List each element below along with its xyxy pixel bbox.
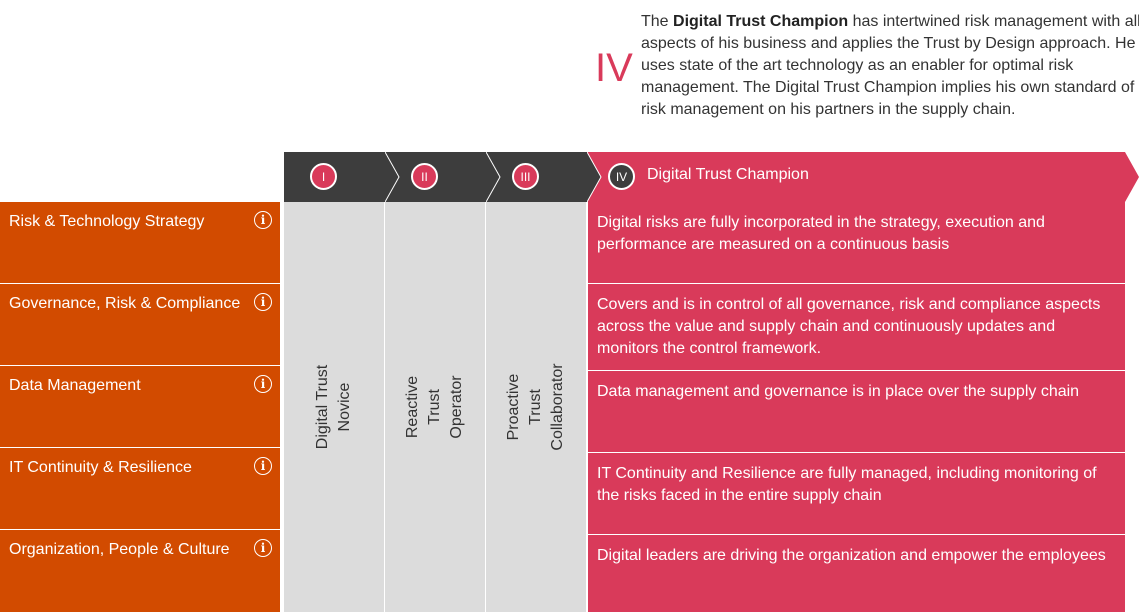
- stage-badge-1[interactable]: I: [310, 163, 337, 190]
- category-governance-risk-compliance[interactable]: Governance, Risk & Compliance i: [0, 284, 280, 365]
- stage-title-champion: Digital Trust Champion: [647, 166, 809, 183]
- intro-line-5: risk management on his partners in the s…: [641, 101, 1016, 118]
- champion-description-continuity: IT Continuity and Resilience are fully m…: [588, 453, 1125, 534]
- stage-column-operator[interactable]: Reactive Trust Operator: [385, 202, 485, 612]
- champion-description-data: Data management and governance is in pla…: [588, 371, 1125, 452]
- stage-header-2[interactable]: [385, 152, 500, 202]
- stage-header-4[interactable]: [587, 152, 1139, 202]
- category-it-continuity-resilience[interactable]: IT Continuity & Resilience i: [0, 448, 280, 529]
- info-icon[interactable]: i: [254, 457, 272, 475]
- category-label: Organization, People & Culture: [9, 541, 230, 558]
- stage-header-3[interactable]: [486, 152, 601, 202]
- intro-title-bold: Digital Trust Champion: [673, 13, 849, 30]
- stage-header-1[interactable]: [284, 152, 399, 202]
- category-label: IT Continuity & Resilience: [9, 459, 192, 476]
- stage-badge-3[interactable]: III: [512, 163, 539, 190]
- stage-column-novice[interactable]: Digital Trust Novice: [284, 202, 384, 612]
- info-icon[interactable]: i: [254, 211, 272, 229]
- champion-description-governance: Covers and is in control of all governan…: [588, 284, 1125, 370]
- intro-line-3: uses state of the art technology as an e…: [641, 57, 1074, 74]
- info-icon[interactable]: i: [254, 375, 272, 393]
- champion-description-strategy: Digital risks are fully incorporated in …: [588, 202, 1125, 283]
- intro-line-2: aspects of his business and applies the …: [641, 35, 1136, 52]
- stage-badge-4[interactable]: IV: [608, 163, 635, 190]
- category-label: Risk & Technology Strategy: [9, 213, 205, 230]
- stage-badge-2[interactable]: II: [411, 163, 438, 190]
- stage-numeral-large: IV: [595, 46, 633, 90]
- category-data-management[interactable]: Data Management i: [0, 366, 280, 447]
- intro-section: IV The Digital Trust Champion has intert…: [592, 10, 1139, 130]
- intro-description: The Digital Trust Champion has intertwin…: [641, 11, 1139, 121]
- category-label: Governance, Risk & Compliance: [9, 295, 241, 312]
- stage-label-collaborator: Proactive Trust Collaborator: [505, 363, 566, 451]
- intro-line-4: management. The Digital Trust Champion i…: [641, 79, 1135, 96]
- stage-column-collaborator[interactable]: Proactive Trust Collaborator: [486, 202, 586, 612]
- category-organization-people-culture[interactable]: Organization, People & Culture i: [0, 530, 280, 612]
- category-label: Data Management: [9, 377, 141, 394]
- intro-line-1: The Digital Trust Champion has intertwin…: [641, 13, 1139, 30]
- stage-label-operator: Reactive Trust Operator: [404, 375, 465, 439]
- category-risk-technology-strategy[interactable]: Risk & Technology Strategy i: [0, 202, 280, 283]
- info-icon[interactable]: i: [254, 539, 272, 557]
- stage-label-novice: Digital Trust Novice: [314, 364, 353, 450]
- champion-description-organization: Digital leaders are driving the organiza…: [588, 535, 1125, 612]
- info-icon[interactable]: i: [254, 293, 272, 311]
